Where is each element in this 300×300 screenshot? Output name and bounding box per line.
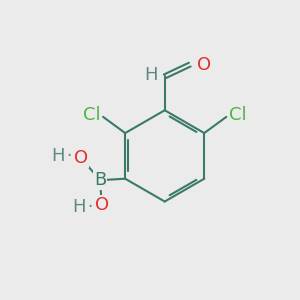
Text: O: O [74, 149, 88, 167]
Text: H: H [72, 198, 86, 216]
Text: ·: · [66, 147, 72, 165]
Text: H: H [51, 147, 65, 165]
Text: Cl: Cl [229, 106, 247, 124]
Text: H: H [144, 66, 158, 84]
Text: Cl: Cl [82, 106, 100, 124]
Text: B: B [94, 171, 106, 189]
Text: O: O [94, 196, 109, 214]
Text: ·: · [87, 198, 92, 216]
Text: O: O [197, 56, 211, 74]
